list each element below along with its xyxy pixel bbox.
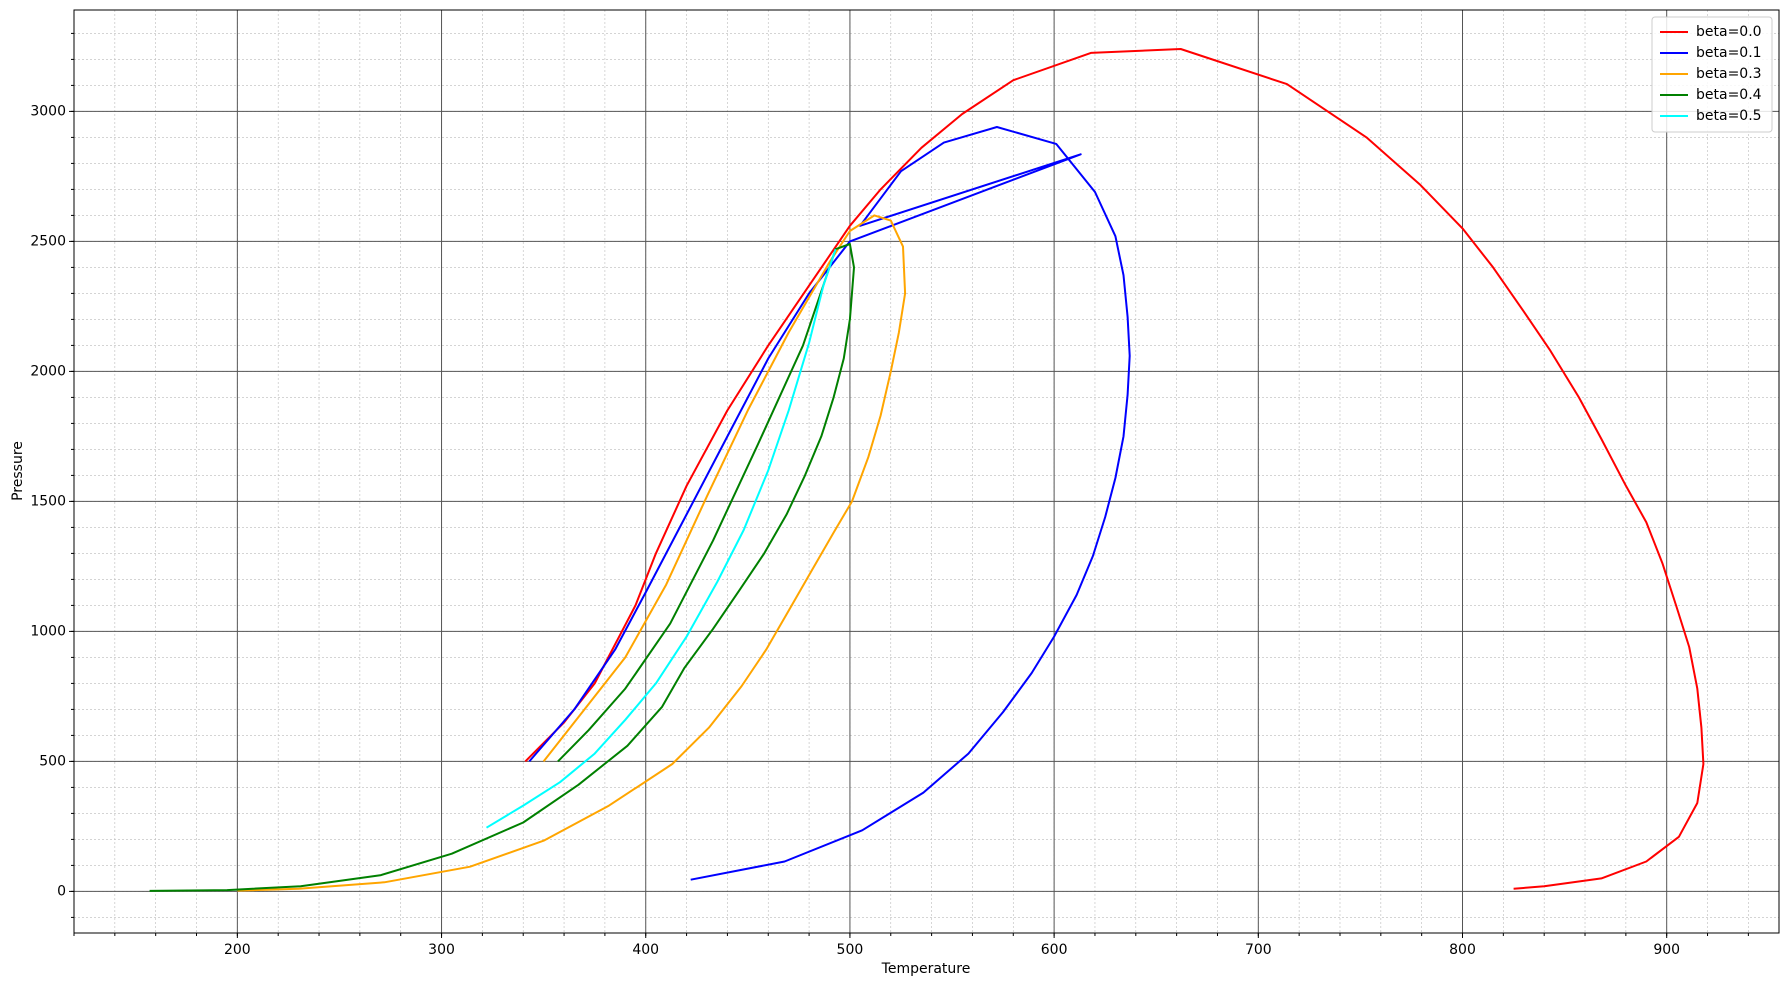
legend: beta=0.0 beta=0.1 beta=0.3 beta=0.4 beta=0.5 (1651, 16, 1773, 133)
series-line (528, 126, 1131, 881)
legend-label: beta=0.3 (1696, 66, 1762, 82)
y-axis-label: Pressure (10, 441, 26, 501)
legend-label: beta=0.5 (1696, 108, 1762, 124)
y-tick-label: 2500 (30, 233, 66, 249)
y-tick-label: 3000 (30, 103, 66, 119)
grid (73, 10, 1779, 933)
x-tick-label: 800 (1449, 942, 1476, 958)
x-tick-label: 500 (837, 942, 864, 958)
x-tick-label: 400 (632, 942, 659, 958)
series-line (485, 248, 837, 829)
y-tick-label: 1500 (30, 493, 66, 509)
legend-box (1651, 16, 1773, 133)
y-tick-label: 0 (57, 883, 66, 899)
lines (149, 48, 1705, 892)
y-tick-label: 500 (39, 753, 66, 769)
plot-frame (73, 9, 1780, 934)
y-tick-label: 1000 (30, 623, 66, 639)
axes: 200 300 400 500 600 700 800 900 0 500 1000 1500 2000… (30, 32, 1749, 958)
x-tick-label: 300 (428, 942, 455, 958)
legend-label: beta=0.4 (1696, 87, 1762, 103)
series-line (237, 214, 907, 892)
x-tick-label: 900 (1653, 942, 1680, 958)
legend-label: beta=0.0 (1696, 24, 1762, 40)
series-line (149, 243, 855, 892)
legend-label: beta=0.1 (1696, 45, 1762, 61)
x-axis-label: Temperature (881, 961, 971, 977)
x-tick-label: 600 (1041, 942, 1068, 958)
y-tick-label: 2000 (30, 363, 66, 379)
x-tick-label: 700 (1245, 942, 1272, 958)
x-tick-label: 200 (224, 942, 251, 958)
series-line (524, 48, 1705, 890)
